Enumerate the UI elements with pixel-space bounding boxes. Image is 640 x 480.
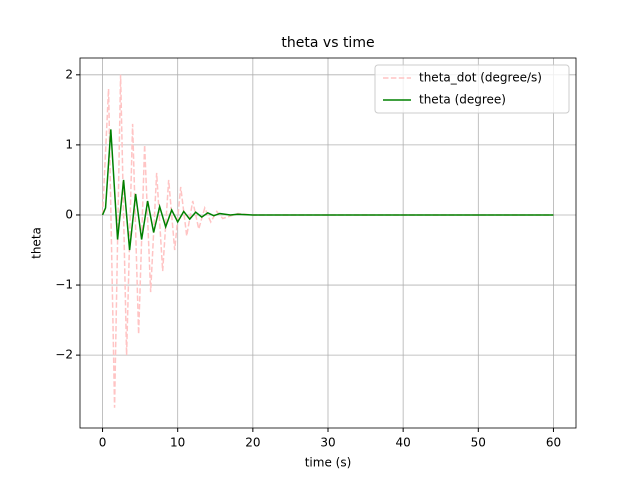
x-tick-label: 50: [471, 436, 486, 450]
x-tick-label: 40: [396, 436, 411, 450]
series-line: [101, 74, 554, 408]
x-tick-label: 30: [320, 436, 335, 450]
legend-label: theta_dot (degree/s): [419, 71, 542, 85]
series-line: [101, 129, 554, 251]
x-tick-label: 10: [170, 436, 185, 450]
chart-title: theta vs time: [281, 35, 374, 51]
plot-frame: [79, 57, 577, 429]
x-tick-label: 60: [546, 436, 561, 450]
x-tick-label: 20: [245, 436, 260, 450]
x-axis-label: time (s): [305, 456, 352, 470]
legend-box: [374, 64, 570, 114]
y-tick-label: 1: [65, 137, 73, 151]
y-tick-label: −1: [55, 278, 73, 292]
legend-label: theta (degree): [419, 93, 506, 107]
y-axis-label: theta: [30, 227, 44, 259]
y-tick-label: −2: [55, 348, 73, 362]
y-tick-label: 2: [65, 67, 73, 81]
x-tick-label: 0: [99, 436, 107, 450]
y-tick-label: 0: [65, 207, 73, 221]
